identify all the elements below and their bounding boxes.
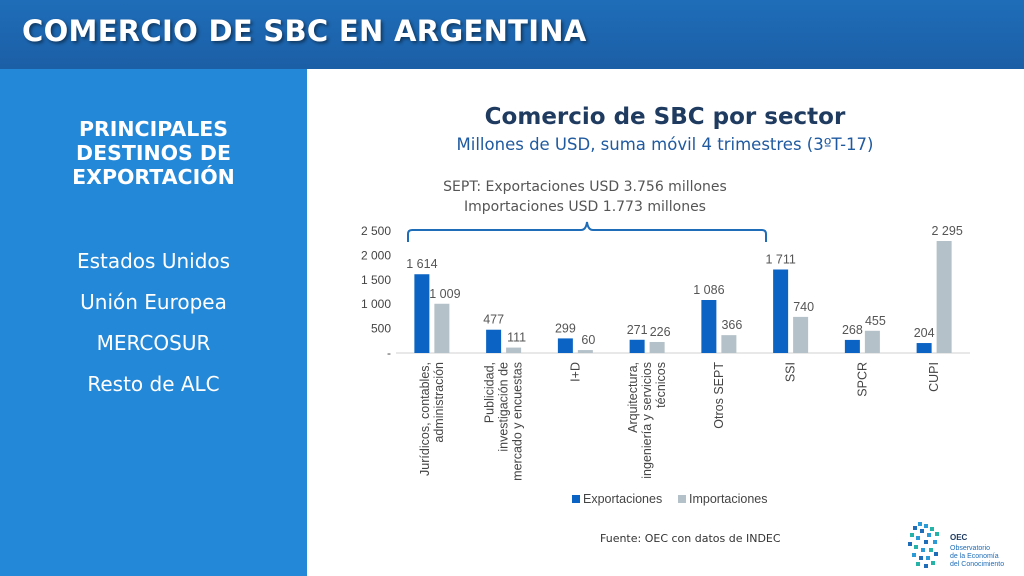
data-label: 2 295 xyxy=(931,224,962,238)
x-tick-label: Otros SEPT xyxy=(712,362,726,429)
x-tick-label: SSI xyxy=(784,362,798,382)
source-note: Fuente: OEC con datos de INDEC xyxy=(600,532,781,545)
bar-imports xyxy=(649,341,665,353)
x-tick-label: investigación de xyxy=(497,362,511,452)
data-label: 60 xyxy=(581,333,595,347)
chart-subtitle: Millones de USD, suma móvil 4 trimestres… xyxy=(456,135,874,154)
bar-exports xyxy=(916,343,932,353)
data-label: 299 xyxy=(555,321,576,335)
y-tick-label: 1 000 xyxy=(361,297,391,311)
page-title: COMERCIO DE SBC EN ARGENTINA xyxy=(22,14,587,48)
chart-title: Comercio de SBC por sector xyxy=(484,104,846,130)
annotation-exports: SEPT: Exportaciones USD 3.756 millones xyxy=(443,179,727,195)
data-label: 204 xyxy=(914,326,935,340)
data-label: 271 xyxy=(627,323,648,337)
legend-swatch-imports xyxy=(678,495,686,503)
logo-line: de la Economía xyxy=(950,553,999,560)
destination-item: Estados Unidos xyxy=(76,249,231,273)
data-label: 477 xyxy=(483,313,504,327)
sidebar-heading-line: DESTINOS DE xyxy=(76,141,231,165)
bar-imports xyxy=(936,241,952,353)
logo-abbr: OEC xyxy=(950,533,968,542)
sidebar-heading-line: PRINCIPALES xyxy=(78,117,229,141)
data-label: 268 xyxy=(842,323,863,337)
y-tick-label: 1 500 xyxy=(361,273,391,287)
bar-imports xyxy=(506,347,522,353)
x-tick-label: Jurídicos, contables, xyxy=(418,362,432,476)
bar-imports xyxy=(434,303,450,353)
bar-exports xyxy=(486,329,502,353)
legend-label: Exportaciones xyxy=(583,492,662,506)
bar-imports xyxy=(864,330,880,353)
x-tick-label: CUPI xyxy=(927,362,941,392)
data-label: 1 009 xyxy=(429,287,460,301)
data-label: 455 xyxy=(865,314,886,328)
sidebar-heading-line: EXPORTACIÓN xyxy=(72,165,235,189)
bar-exports xyxy=(701,300,717,353)
data-label: 1 614 xyxy=(406,257,437,271)
sidebar-panel: PRINCIPALES DESTINOS DE EXPORTACIÓN Esta… xyxy=(0,69,307,576)
bar-exports xyxy=(773,269,789,353)
bar-imports xyxy=(721,335,737,353)
y-tick-label: - xyxy=(387,346,391,360)
y-tick-label: 500 xyxy=(371,322,391,336)
annotation-brace xyxy=(407,221,767,242)
logo-line: Observatorio xyxy=(950,545,990,552)
y-tick-label: 2 000 xyxy=(361,248,391,262)
x-tick-label: SPCR xyxy=(855,362,869,397)
x-tick-label: I+D xyxy=(568,362,582,382)
legend-label: Importaciones xyxy=(689,492,768,506)
annotation-imports: Importaciones USD 1.773 millones xyxy=(464,199,706,215)
logo-line: del Conocimiento xyxy=(950,561,1004,568)
bar-exports xyxy=(557,338,573,353)
destination-list: Estados Unidos Unión Europea MERCOSUR Re… xyxy=(0,241,307,405)
bar-exports xyxy=(629,339,645,353)
sidebar-heading: PRINCIPALES DESTINOS DE EXPORTACIÓN xyxy=(0,117,307,189)
legend-swatch-exports xyxy=(572,495,580,503)
bar-exports xyxy=(414,274,430,353)
data-label: 366 xyxy=(721,318,742,332)
data-label: 1 711 xyxy=(765,253,795,267)
header-bar: COMERCIO DE SBC EN ARGENTINA xyxy=(0,0,1024,69)
x-tick-label: técnicos xyxy=(654,362,668,408)
bar-exports xyxy=(844,339,860,353)
data-label: 111 xyxy=(507,331,526,345)
destination-item: Unión Europea xyxy=(80,290,227,314)
destination-item: Resto de ALC xyxy=(87,372,220,396)
oec-logo: OEC Observatorio de la Economía del Cono… xyxy=(908,522,1004,568)
bar-imports xyxy=(577,350,593,353)
logo-mark-icon xyxy=(908,522,939,568)
destination-item: MERCOSUR xyxy=(96,331,211,355)
x-tick-label: ingeniería y servicios xyxy=(640,362,654,479)
x-tick-label: Publicidad, xyxy=(483,362,497,423)
y-tick-label: 2 500 xyxy=(361,224,391,238)
x-tick-label: administración xyxy=(432,362,446,443)
bar-imports xyxy=(793,316,809,353)
data-label: 226 xyxy=(650,325,671,339)
data-label: 740 xyxy=(793,300,814,314)
data-label: 1 086 xyxy=(693,283,724,297)
x-tick-label: mercado y encuestas xyxy=(511,362,525,481)
x-tick-label: Arquitectura, xyxy=(626,362,640,433)
